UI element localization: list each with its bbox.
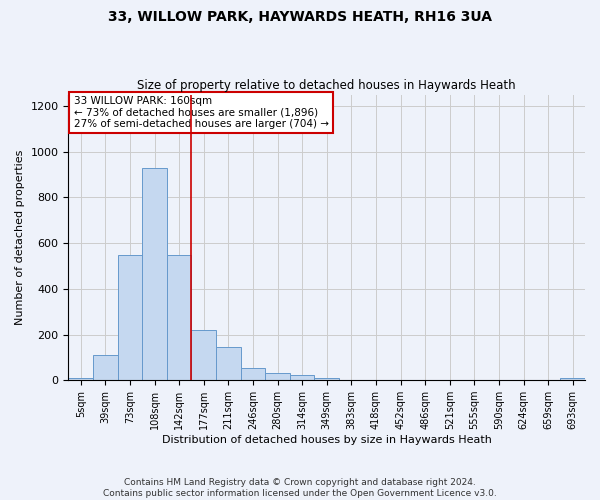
X-axis label: Distribution of detached houses by size in Haywards Heath: Distribution of detached houses by size …: [162, 435, 491, 445]
Bar: [191, 330, 216, 380]
Bar: [68, 378, 93, 380]
Bar: [290, 374, 314, 380]
Text: 33, WILLOW PARK, HAYWARDS HEATH, RH16 3UA: 33, WILLOW PARK, HAYWARDS HEATH, RH16 3U…: [108, 10, 492, 24]
Bar: [167, 254, 191, 380]
Y-axis label: Number of detached properties: Number of detached properties: [15, 150, 25, 325]
Bar: [118, 254, 142, 380]
Text: Contains HM Land Registry data © Crown copyright and database right 2024.
Contai: Contains HM Land Registry data © Crown c…: [103, 478, 497, 498]
Bar: [93, 355, 118, 380]
Bar: [142, 168, 167, 380]
Bar: [560, 378, 585, 380]
Bar: [265, 372, 290, 380]
Bar: [216, 347, 241, 380]
Text: 33 WILLOW PARK: 160sqm
← 73% of detached houses are smaller (1,896)
27% of semi-: 33 WILLOW PARK: 160sqm ← 73% of detached…: [74, 96, 329, 129]
Bar: [241, 368, 265, 380]
Title: Size of property relative to detached houses in Haywards Heath: Size of property relative to detached ho…: [137, 79, 516, 92]
Bar: [314, 378, 339, 380]
